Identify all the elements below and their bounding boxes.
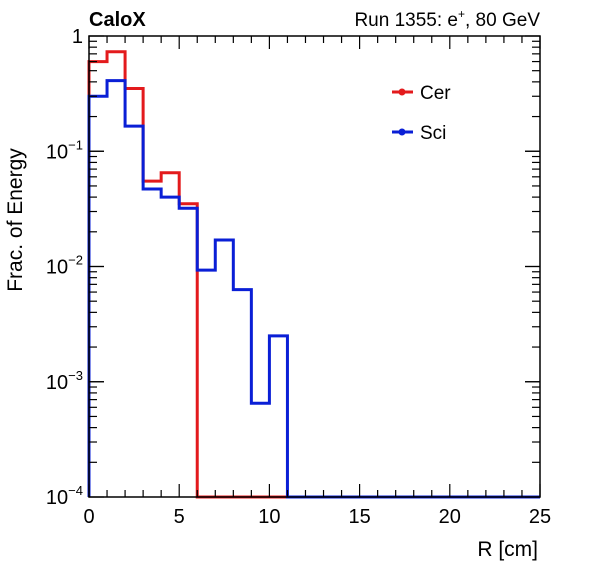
- y-tick-base: 10: [46, 257, 68, 279]
- legend-cer-marker: [398, 88, 406, 96]
- y-tick-label: 10−3: [46, 368, 83, 394]
- x-tick-label: 5: [174, 506, 185, 528]
- y-axis: 110−110−210−310−4: [46, 26, 540, 509]
- x-tick-label: 20: [439, 506, 461, 528]
- legend-sci-label: Sci: [420, 123, 446, 144]
- legend-cer-label: Cer: [420, 83, 451, 104]
- y-tick-base: 10: [46, 487, 68, 509]
- y-tick-base: 1: [72, 26, 83, 48]
- y-tick-label: 1: [72, 26, 83, 48]
- y-tick-label: 10−4: [46, 483, 83, 509]
- y-tick-exponent: −1: [68, 137, 83, 152]
- plot-frame: [88, 35, 541, 498]
- x-tick-label: 15: [348, 506, 370, 528]
- header-run-suffix: , 80 GeV: [465, 10, 540, 31]
- legend-sci-marker: [398, 128, 406, 136]
- series-cer-line: [87, 50, 540, 499]
- header-run-sup: +: [458, 7, 465, 21]
- x-tick-label: 25: [529, 506, 551, 528]
- x-tick-label: 0: [83, 506, 94, 528]
- y-axis-label: Frac. of Energy: [4, 148, 27, 292]
- x-axis: 0 5 10 15 20 25: [83, 36, 551, 528]
- series-layer: [87, 50, 540, 499]
- legend: Cer Sci: [392, 83, 451, 144]
- y-tick-exponent: −3: [68, 368, 83, 383]
- x-tick-label: 10: [258, 506, 280, 528]
- x-axis-label: R [cm]: [477, 538, 538, 561]
- series-sci-line: [87, 79, 540, 499]
- header-experiment-label: CaloX: [89, 9, 146, 31]
- y-tick-exponent: −2: [68, 253, 83, 268]
- header-run-prefix: Run 1355: e: [354, 10, 458, 31]
- header-run-info: Run 1355: e+, 80 GeV: [354, 7, 540, 31]
- y-tick-base: 10: [46, 141, 68, 163]
- y-tick-label: 10−2: [46, 253, 83, 279]
- y-tick-exponent: −4: [68, 483, 83, 498]
- y-tick-label: 10−1: [46, 137, 83, 163]
- y-tick-base: 10: [46, 372, 68, 394]
